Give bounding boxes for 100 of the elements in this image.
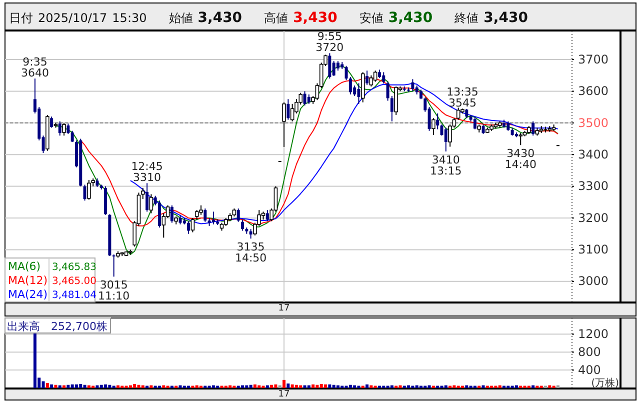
y-tick-label: 3700 [578, 52, 609, 66]
candlestick [194, 210, 199, 220]
annotation: 9:55 3720 [316, 30, 344, 54]
annotation: 3015 11:10 [98, 278, 130, 303]
bar [290, 384, 294, 388]
bar [336, 385, 340, 388]
candlestick [204, 208, 207, 222]
candlestick [50, 116, 54, 128]
bar [228, 385, 232, 388]
bar [58, 385, 62, 388]
candlestick [328, 52, 332, 80]
candlestick [199, 204, 203, 216]
bar [307, 385, 310, 388]
bar [548, 385, 552, 388]
bar [42, 381, 45, 388]
candlestick [506, 120, 510, 132]
y-axis-title: (万株) [591, 377, 620, 389]
bar [46, 383, 49, 388]
bar [428, 385, 431, 388]
candlestick [366, 70, 369, 86]
candlestick [187, 220, 190, 234]
candlestick [236, 208, 240, 222]
chart-title: 出来高 252,700株 [7, 320, 108, 333]
candlestick [532, 120, 535, 136]
candlestick [386, 81, 390, 102]
bar [270, 384, 274, 388]
bar [332, 384, 336, 388]
candlestick [112, 254, 116, 278]
bar [452, 385, 456, 388]
candlestick [303, 90, 306, 106]
candlestick [382, 72, 386, 84]
candlestick [158, 200, 161, 228]
x-tick-label: 17 [278, 389, 290, 400]
bar [312, 384, 315, 388]
bar [348, 384, 352, 388]
bar [87, 385, 90, 388]
bar [258, 385, 261, 388]
bar [104, 384, 108, 388]
y-tick-label: 3100 [578, 242, 609, 257]
bar [299, 385, 302, 388]
annotation: 3,465.83 [52, 262, 97, 273]
bar [274, 384, 278, 388]
annotation: 3135 14:50 [234, 240, 267, 265]
bar [320, 384, 323, 388]
candlestick [336, 60, 340, 72]
candlestick [241, 219, 244, 232]
bar [62, 385, 66, 388]
candlestick [146, 182, 149, 212]
annotation: 3430 14:40 [504, 147, 536, 172]
candlestick [373, 70, 378, 82]
candlestick [357, 82, 360, 104]
bar [128, 385, 132, 388]
candlestick [518, 132, 523, 146]
bar [116, 385, 120, 388]
bar [74, 384, 78, 388]
bar [532, 385, 535, 388]
candlestick [369, 74, 374, 87]
bar [195, 385, 198, 388]
bar [328, 384, 332, 388]
annotation: 3,465.00 [52, 276, 97, 287]
y-tick-label: 400 [578, 362, 601, 377]
bar [556, 385, 560, 388]
bar [141, 385, 144, 388]
bar [96, 385, 99, 388]
bar [390, 385, 394, 388]
bar [353, 385, 356, 388]
bar [303, 385, 306, 388]
candlestick [473, 116, 476, 130]
annotation: 13:35 3545 [446, 86, 478, 110]
y-tick-label: 3300 [578, 179, 609, 194]
annotation: 3410 13:15 [430, 153, 462, 178]
bar [278, 385, 282, 388]
bar [266, 385, 269, 388]
annotation: 9:35 3640 [20, 56, 49, 80]
bar [83, 384, 86, 388]
text: MA(24) [8, 288, 48, 301]
bar [294, 384, 298, 388]
bar [253, 384, 256, 388]
y-tick-label: 800 [578, 344, 601, 359]
bar [407, 385, 410, 388]
candlestick [62, 122, 66, 136]
bar [162, 385, 166, 388]
y-tick-label: 3200 [578, 210, 609, 225]
bar [366, 384, 369, 388]
bar [100, 384, 103, 388]
y-tick-label: 3500 [578, 116, 609, 130]
bar [415, 385, 418, 388]
candlestick [266, 210, 269, 222]
bar [286, 384, 290, 388]
bar [444, 385, 448, 388]
candlestick [190, 218, 195, 233]
candlestick [249, 228, 252, 240]
candlestick [344, 65, 348, 81]
bar [514, 385, 518, 388]
candlestick [436, 112, 440, 130]
candlestick [170, 204, 174, 224]
bar [282, 380, 286, 388]
bar [465, 385, 468, 388]
candlestick [212, 211, 215, 225]
y-tick-label: 3600 [578, 84, 609, 98]
